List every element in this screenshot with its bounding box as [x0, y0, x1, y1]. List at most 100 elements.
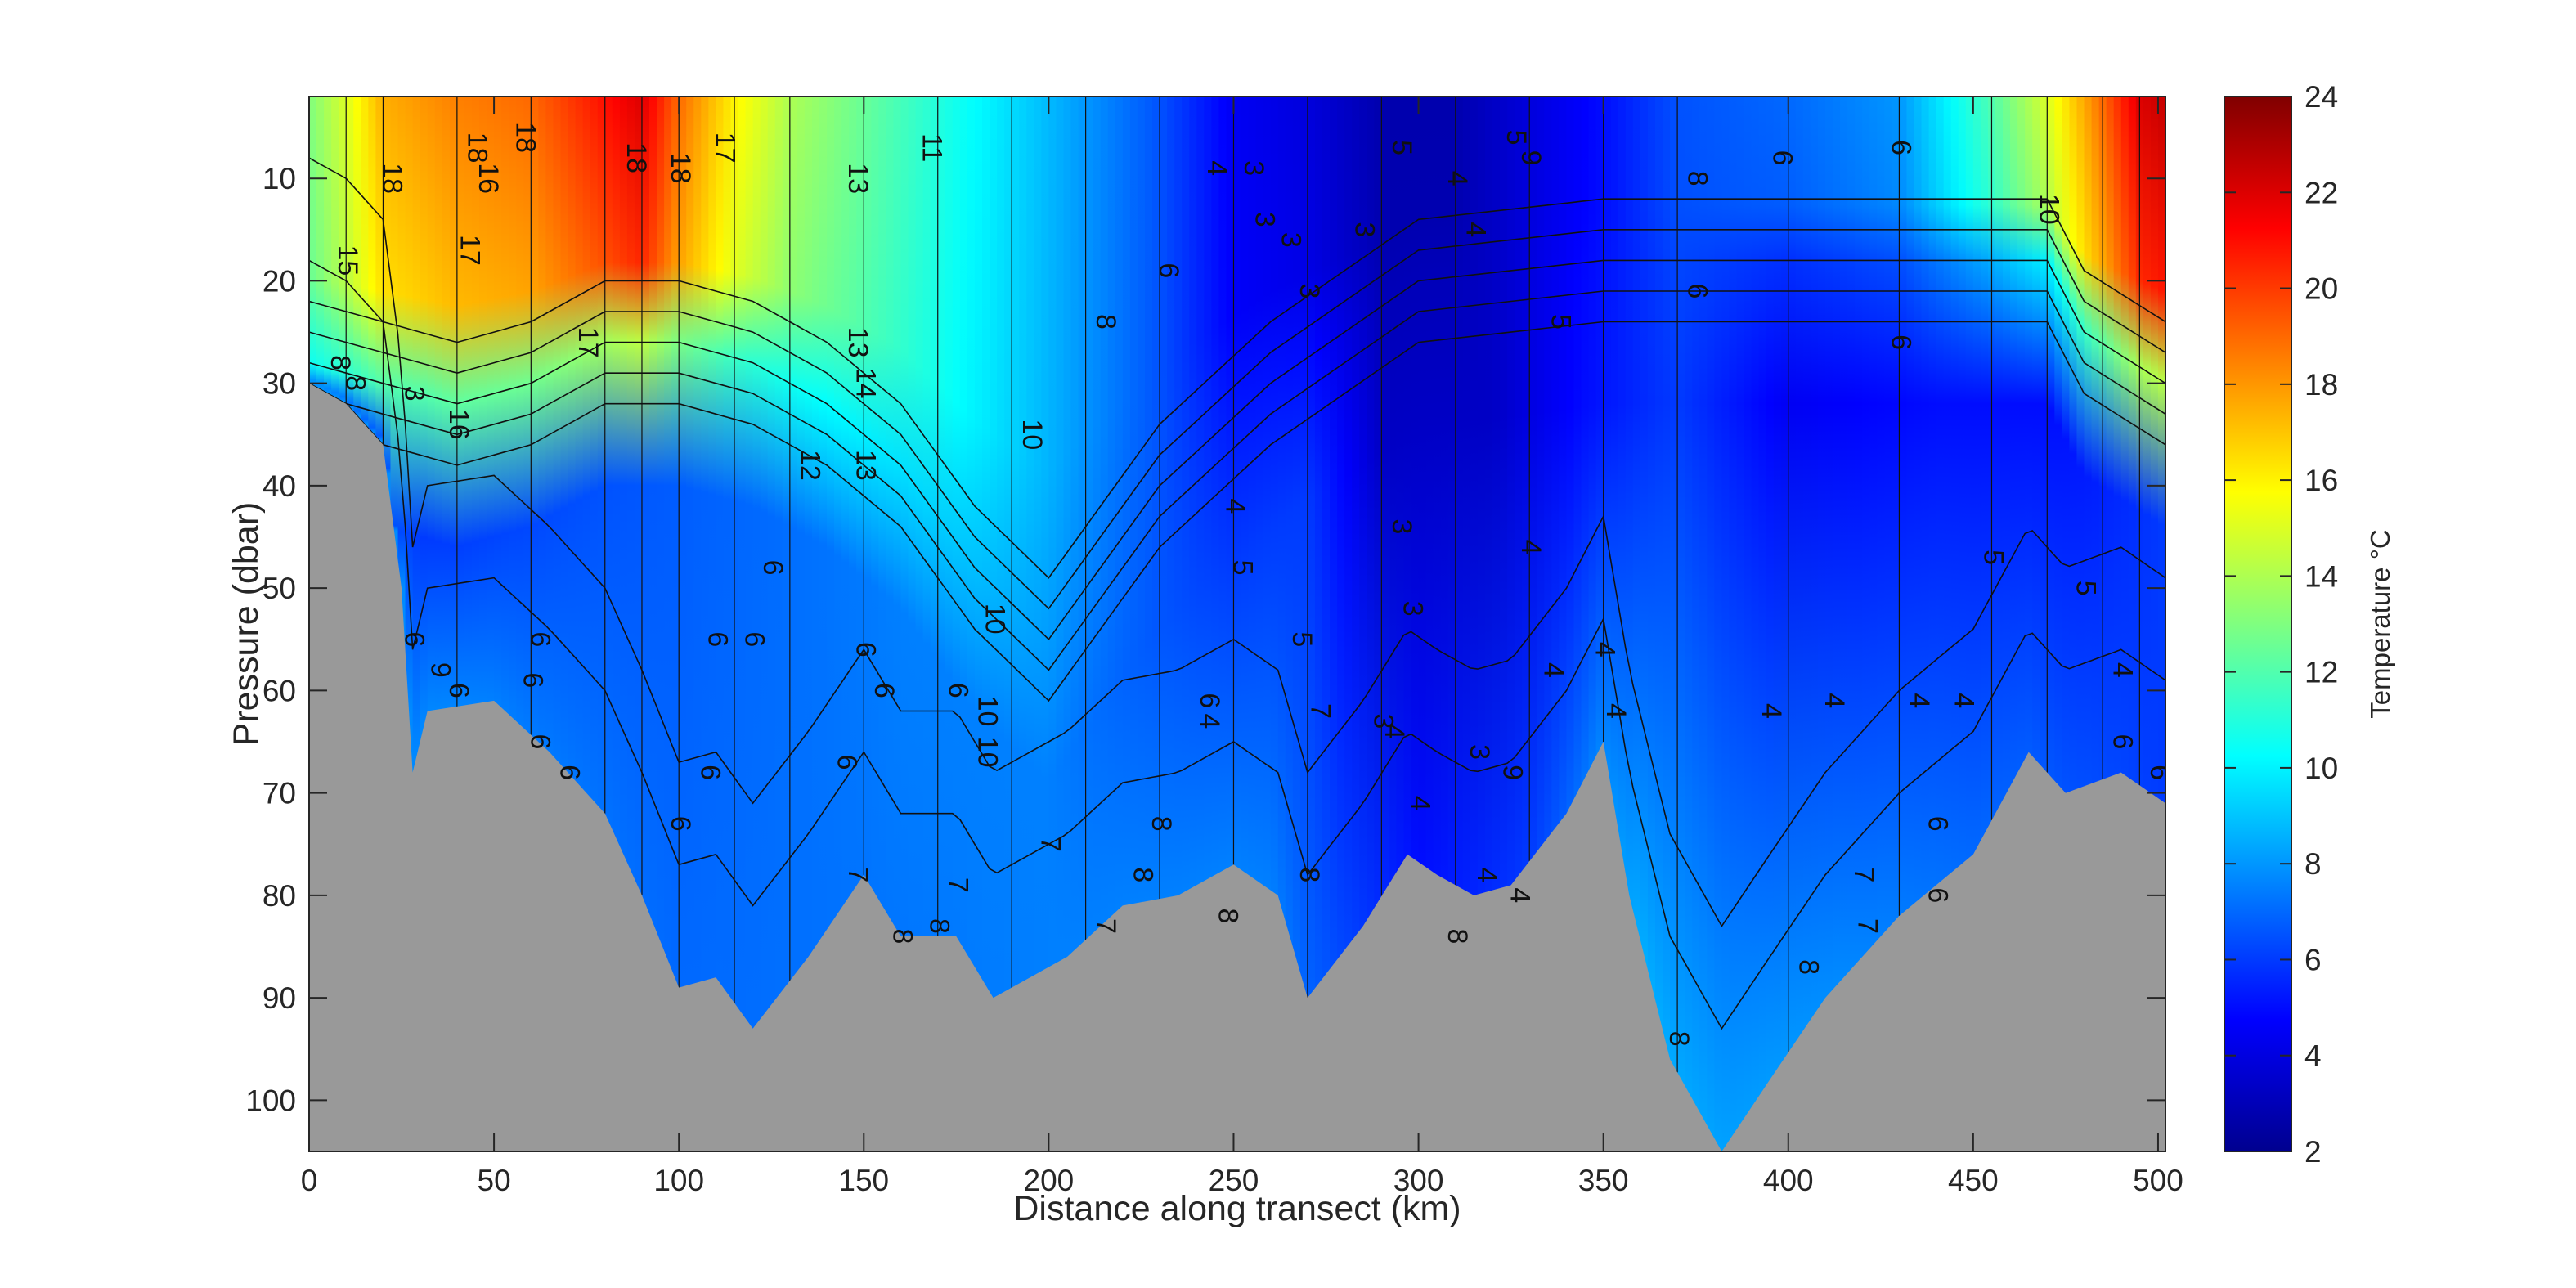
temperature-column: [2143, 96, 2152, 1151]
temperature-column: [1462, 96, 1471, 1151]
contour-label: 13: [842, 163, 873, 194]
contour-label: 3: [1386, 519, 1417, 535]
contour-label: 18: [462, 132, 493, 164]
contour-label: 14: [850, 368, 881, 399]
temperature-column: [1152, 96, 1160, 1151]
temperature-column: [1322, 96, 1331, 1151]
temperature-column: [671, 96, 680, 1151]
temperature-column: [2017, 96, 2026, 1151]
contour-label: 6: [2144, 765, 2175, 780]
isotherm-line: [309, 259, 2165, 1030]
y-tick-label: 40: [263, 469, 296, 503]
contour-label: 10: [2033, 194, 2064, 225]
contour-label: 4: [1819, 693, 1850, 708]
contour-label: 10: [1016, 419, 1048, 450]
temperature-column: [1433, 96, 1442, 1151]
y-tick-label: 10: [263, 162, 296, 195]
temperature-column: [1581, 96, 1590, 1151]
temperature-column: [1707, 96, 1716, 1151]
temperature-column: [1862, 96, 1871, 1151]
temperature-column: [1522, 96, 1531, 1151]
colorbar-tick-label: 2: [2304, 1135, 2322, 1169]
contour-label: 4: [1379, 724, 1410, 739]
contour-label: 13: [850, 450, 881, 481]
temperature-column: [686, 96, 695, 1151]
temperature-column: [1507, 96, 1515, 1151]
temperature-column: [1714, 96, 1723, 1151]
temperature-column: [2054, 96, 2063, 1151]
temperature-column: [479, 96, 487, 1151]
temperature-column: [2032, 96, 2041, 1151]
temperature-column: [1573, 96, 1582, 1151]
contour-label: 9: [424, 662, 456, 678]
temperature-column: [1470, 96, 1479, 1151]
seabed-mask: [309, 383, 2165, 1151]
contour-label: 9: [1497, 765, 1528, 780]
temperature-column: [545, 96, 554, 1151]
contour-label: 8: [1442, 929, 1473, 945]
temperature-column: [2069, 96, 2078, 1151]
temperature-column: [1921, 96, 1930, 1151]
contour-label: 7: [1852, 918, 1883, 934]
temperature-column: [2150, 96, 2159, 1151]
temperature-column: [1330, 96, 1338, 1151]
colorbar-tick-label: 8: [2304, 847, 2322, 881]
temperature-column: [1625, 96, 1634, 1151]
contour-label: 5: [1545, 314, 1576, 330]
temperature-column: [1352, 96, 1361, 1151]
temperature-column: [849, 96, 858, 1151]
temperature-column: [1041, 96, 1050, 1151]
temperature-column: [1995, 96, 2004, 1151]
temperature-column: [1729, 96, 1738, 1151]
temperature-column: [560, 96, 569, 1151]
contour-label: 10: [980, 604, 1011, 635]
contour-label: 8: [1127, 867, 1158, 882]
contour-label: 8: [1294, 867, 1325, 882]
temperature-column: [811, 96, 820, 1151]
temperature-column: [2025, 96, 2034, 1151]
y-tick-label: 20: [263, 264, 296, 298]
contour-label: 3: [1349, 222, 1380, 237]
contour-label: 6: [1923, 816, 1954, 832]
temperature-column: [449, 96, 458, 1151]
contour-label: 6: [1885, 140, 1916, 155]
temperature-column: [2106, 96, 2115, 1151]
temperature-column: [2157, 96, 2165, 1151]
contour-label: 8: [339, 375, 370, 391]
contour-label: 16: [473, 163, 504, 194]
contour-label: 4: [1220, 499, 1251, 514]
temperature-column: [1847, 96, 1856, 1151]
temperature-column: [1070, 96, 1079, 1151]
temperature-column: [1204, 96, 1213, 1151]
temperature-column: [723, 96, 732, 1151]
contour-label: 5: [1227, 560, 1259, 576]
temperature-column: [516, 96, 525, 1151]
colorbar-tick-label: 6: [2304, 943, 2322, 976]
temperature-column: [1285, 96, 1294, 1151]
temperature-column: [893, 96, 902, 1151]
contour-label: 6: [739, 631, 770, 647]
temperature-column: [1566, 96, 1575, 1151]
contour-label: 7: [1305, 703, 1336, 719]
temperature-column: [568, 96, 577, 1151]
isotherm-line: [309, 157, 2165, 928]
temperature-column: [1892, 96, 1901, 1151]
temperature-column: [612, 96, 621, 1151]
temperature-column: [1085, 96, 1094, 1151]
x-tick-label: 200: [1024, 1164, 1075, 1197]
temperature-column: [1663, 96, 1671, 1151]
temperature-column: [1440, 96, 1449, 1151]
contour-label: 6: [524, 734, 555, 750]
y-tick-label: 90: [263, 981, 296, 1015]
temperature-column: [1063, 96, 1072, 1151]
contour-label: 5: [1978, 550, 2009, 565]
contour-label: 6: [868, 683, 900, 698]
y-tick-label: 60: [263, 674, 296, 707]
y-tick-label: 30: [263, 367, 296, 401]
colorbar-label: Temperature °C: [2365, 529, 2395, 718]
colorbar-tick-label: 20: [2304, 272, 2338, 306]
temperature-column: [1396, 96, 1405, 1151]
temperature-column: [1107, 96, 1116, 1151]
temperature-column: [405, 96, 414, 1151]
